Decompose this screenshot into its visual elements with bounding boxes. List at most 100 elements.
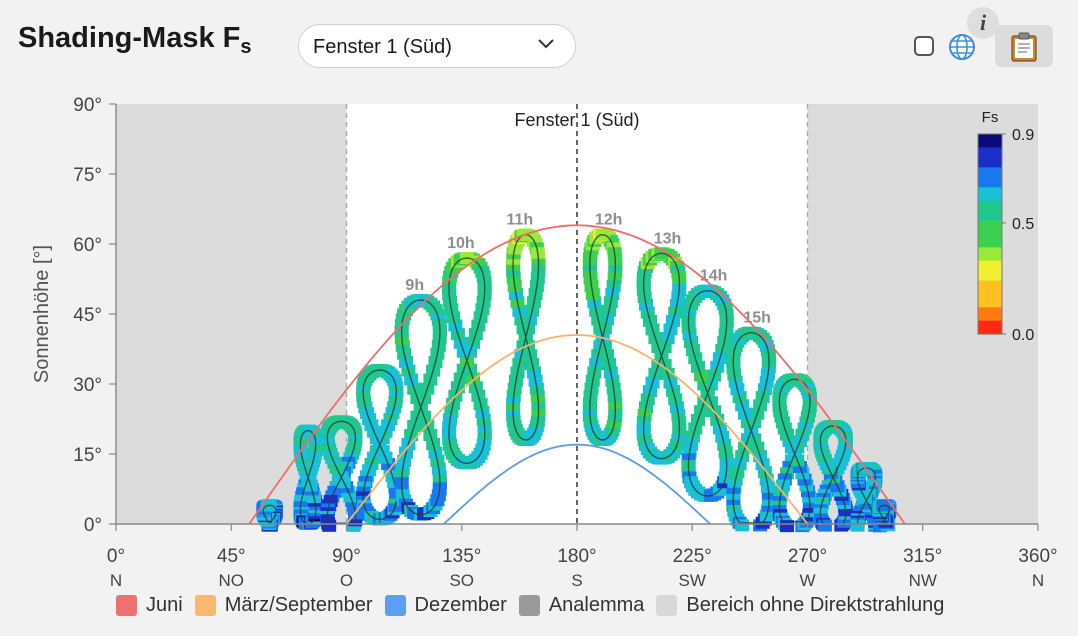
analemma-curve [512,234,540,441]
window-select-value: Fenster 1 (Süd) [313,36,452,58]
colorbar-cell [978,240,1002,248]
legend-swatch [518,595,540,616]
colorbar-cell [978,147,1002,155]
x-tick-label: 270° [788,546,827,567]
y-tick-label: 30° [73,375,102,396]
colorbar-cell [978,167,1002,175]
analemma-curve [589,234,617,441]
legend-label: Bereich ohne Direktstrahlung [686,594,945,616]
clipboard-icon [1011,32,1037,62]
analemma-curve [448,257,486,465]
x-tick-label: 315° [903,546,942,567]
page-title: Shading-Mask Fs [18,22,251,59]
colorbar-tick-label: 0.0 [1012,327,1034,344]
colorbar-cell [978,267,1002,275]
x-direction-label: S [571,571,582,588]
x-direction-label: NW [909,571,937,588]
title-subscript: s [240,36,252,58]
chart-legend: Juni März/September Dezember Analemma Be… [116,594,956,617]
x-tick-label: 360° [1018,546,1057,567]
x-tick-label: 45° [217,546,246,567]
info-icon[interactable]: i [967,7,999,39]
hour-label: 14h [700,268,728,285]
analemma-curve [778,378,811,523]
colorbar-cell [978,140,1002,148]
x-tick-label: 225° [673,546,712,567]
colorbar-cell [978,174,1002,182]
colorbar-cell [978,307,1002,315]
y-axis-label: Sonnenhöhe [°] [31,245,53,383]
x-tick-label: 135° [442,546,481,567]
colorbar-cell [978,154,1002,162]
colorbar-cell [978,327,1002,335]
x-direction-label: SW [679,571,706,588]
y-tick-label: 15° [73,445,102,466]
plot-area [116,104,1038,524]
x-direction-label: NO [219,571,245,588]
sun-path-mrzseptember [345,334,809,525]
analemma-curve [362,369,398,521]
window-select[interactable]: Fenster 1 (Süd) [298,24,576,68]
colorbar-cell [978,260,1002,268]
analemma-curve [400,299,441,516]
legend-label: Juni [146,594,183,616]
colorbar-label: Fs [982,109,999,126]
hour-label: 15h [743,310,771,327]
colorbar-cell [978,160,1002,168]
colorbar-tick-label: 0.9 [1012,127,1034,144]
colorbar-cell [978,134,1002,142]
legend-label: Analemma [548,594,645,616]
colorbar-cell [978,314,1002,322]
colorbar-cell [978,207,1002,215]
legend-label: März/September [224,594,373,616]
sun-path-dezember [443,443,711,525]
heat-cell [780,520,795,533]
legend-label: Dezember [414,594,507,616]
x-direction-label: N [110,571,122,588]
analemma-curve [326,420,357,524]
toggle-checkbox[interactable] [914,36,934,56]
legend-item-juni[interactable]: Juni [116,594,183,617]
heat-cell [850,519,865,532]
analemma-layer [256,228,897,533]
x-tick-label: 90° [332,546,361,567]
legend-swatch [116,595,137,616]
axes: 0° 15° 30° 45° 60° 75° 90° 0° N 45° NO 90° O 135° SO 18… [31,95,1058,588]
x-tick-label: 180° [557,546,596,567]
colorbar-cell [978,300,1002,308]
analemma-curve [642,252,681,460]
legend-swatch [384,595,406,616]
colorbar-cell [978,220,1002,228]
colorbar-cell [978,274,1002,282]
x-direction-label: W [799,571,815,588]
colorbar-cell [978,247,1002,255]
colorbar-cell [978,194,1002,202]
sunpath-layer: 9h 10h 11h 12h 13h 14h 15h [248,212,906,525]
x-direction-label: N [1032,571,1044,588]
y-tick-label: 90° [73,95,102,116]
legend-item-analemma[interactable]: Analemma [518,594,645,617]
heat-cell [817,519,832,532]
legend-swatch [656,595,678,616]
clipboard-button[interactable] [995,25,1053,67]
chart-title: Fenster 1 (Süd) [514,110,639,130]
globe-icon[interactable] [947,32,977,62]
hour-label: 13h [654,230,682,247]
y-tick-label: 60° [73,235,102,256]
y-tick-label: 45° [73,305,102,326]
colorbar-cell [978,254,1002,262]
colorbar-frame [977,133,1003,335]
legend-item-no-direct-radiation[interactable]: Bereich ohne Direktstrahlung [656,594,944,617]
x-direction-label: SO [449,571,474,588]
legend-item-dezember[interactable]: Dezember [384,594,507,617]
colorbar-cell [978,180,1002,188]
colorbar-cell [978,234,1002,242]
chevron-down-icon [538,39,554,49]
x-tick-label: 0° [107,546,125,567]
colorbar: Fs 0.9 0.5 0.0 [977,109,1034,344]
analemma-curve [878,504,891,524]
x-direction-label: O [340,571,353,588]
y-tick-label: 75° [73,165,102,186]
title-main: Shading-Mask F [18,22,241,54]
legend-item-maerz-september[interactable]: März/September [194,594,373,617]
